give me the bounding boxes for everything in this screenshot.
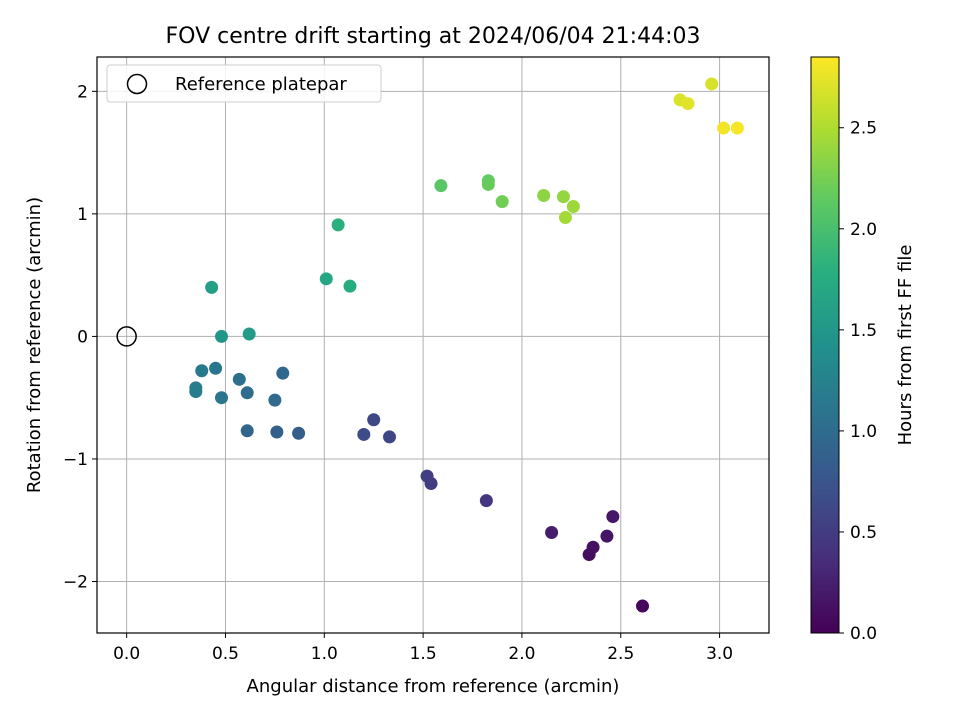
x-axis-label: Angular distance from reference (arcmin) [247, 676, 620, 697]
y-tick-label: 1 [77, 205, 88, 225]
legend: Reference platepar [106, 64, 382, 103]
colorbar-gradient [810, 56, 840, 634]
reference-point [116, 326, 137, 347]
data-point [717, 121, 731, 135]
data-point [537, 188, 551, 202]
colorbar-tick-label: 1.5 [850, 321, 877, 341]
data-point [331, 218, 345, 232]
y-tick-label: −1 [63, 450, 88, 470]
x-tick-label: 1.0 [311, 644, 338, 664]
x-tick-label: 1.5 [410, 644, 437, 664]
data-point [195, 364, 209, 378]
data-point [242, 327, 256, 341]
colorbar-tick-label: 1.0 [850, 422, 877, 442]
legend-entry: Reference platepar [175, 74, 347, 95]
chart-title: FOV centre drift starting at 2024/06/04 … [166, 24, 701, 49]
data-points [116, 77, 744, 613]
data-point [558, 211, 572, 225]
data-point [556, 190, 570, 204]
data-point [240, 424, 254, 438]
data-point [367, 413, 381, 427]
data-point [205, 280, 219, 294]
x-tick-label: 2.0 [508, 644, 535, 664]
y-axis-label: Rotation from reference (arcmin) [24, 197, 45, 493]
colorbar-tick-label: 0.5 [850, 523, 877, 543]
data-point [586, 540, 600, 554]
data-point [292, 426, 306, 440]
colorbar-label: Hours from first FF file [895, 245, 916, 446]
data-point [189, 385, 203, 399]
data-point [600, 529, 614, 543]
data-point [705, 77, 719, 91]
data-point [276, 366, 290, 380]
data-point [270, 425, 284, 439]
data-point [730, 121, 744, 135]
data-point [357, 427, 371, 441]
data-point [268, 393, 282, 407]
data-point [232, 372, 246, 386]
plot-frame [96, 56, 770, 634]
x-tick-label: 0.5 [212, 644, 239, 664]
colorbar-tick-label: 2.5 [850, 119, 877, 139]
y-tick-label: −2 [63, 573, 88, 593]
data-point [343, 279, 357, 293]
data-point [566, 200, 580, 214]
legend-marker [126, 73, 148, 95]
colorbar-tick-label: 2.0 [850, 220, 877, 240]
data-point [606, 510, 620, 524]
data-point [215, 329, 229, 343]
data-point [681, 97, 695, 111]
data-point [240, 386, 254, 400]
data-point [479, 494, 493, 508]
data-point [545, 526, 559, 540]
colorbar-ticks: 0.0 0.5 1.0 1.5 2.0 2.5 [839, 119, 877, 644]
data-point [481, 177, 495, 191]
data-point [215, 391, 229, 405]
data-point [495, 195, 509, 209]
y-axis-ticks: −2 −1 0 1 2 [63, 82, 97, 593]
grid [97, 57, 769, 633]
x-tick-label: 0.0 [113, 644, 140, 664]
colorbar-tick-label: 0.0 [850, 624, 877, 644]
y-tick-label: 0 [77, 327, 88, 347]
data-point [383, 430, 397, 444]
data-point [636, 599, 650, 613]
x-axis-ticks: 0.0 0.5 1.0 1.5 2.0 2.5 3.0 [113, 633, 733, 664]
data-point [420, 469, 434, 483]
data-point [434, 179, 448, 193]
x-tick-label: 3.0 [706, 644, 733, 664]
x-tick-label: 2.5 [607, 644, 634, 664]
legend-box [106, 64, 382, 103]
data-point [209, 361, 223, 375]
colorbar: 0.0 0.5 1.0 1.5 2.0 2.5 Hours from first FF f… [810, 56, 916, 644]
data-point [319, 272, 333, 286]
y-tick-label: 2 [77, 82, 88, 102]
